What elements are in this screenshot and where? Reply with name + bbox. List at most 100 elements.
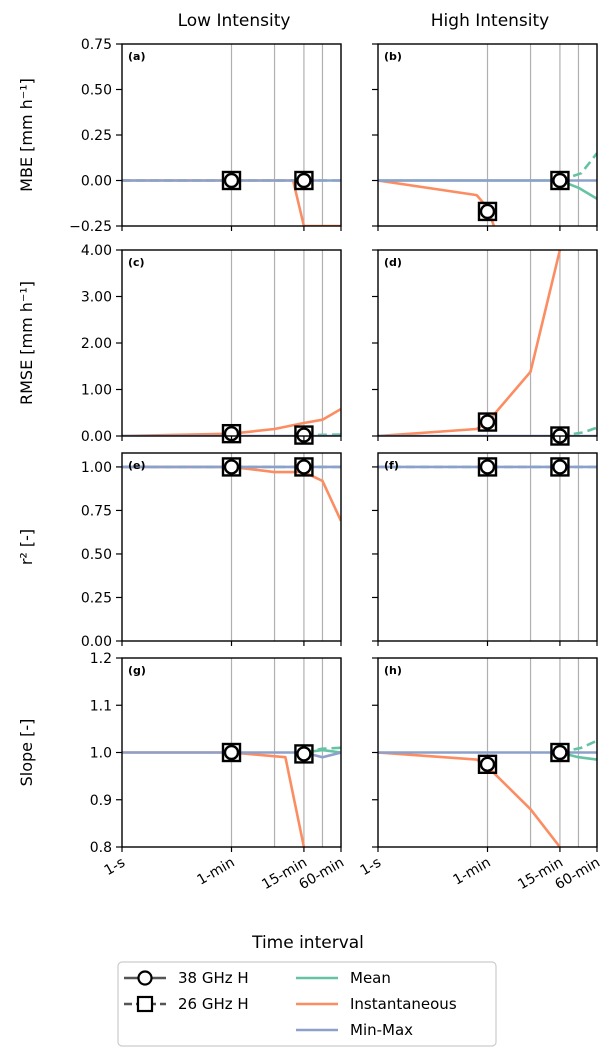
legend-label: 38 GHz H xyxy=(178,969,249,987)
marker-circle xyxy=(552,744,568,761)
panel-label: (c) xyxy=(128,256,145,269)
marker-circle xyxy=(296,459,312,475)
sensor-marker xyxy=(294,457,314,477)
panel-label: (g) xyxy=(128,664,146,677)
legend-entry: 26 GHz H xyxy=(124,995,249,1013)
marker-square xyxy=(550,742,570,763)
panel-b: (b) xyxy=(372,43,598,231)
marker-circle xyxy=(296,427,312,443)
marker-circle xyxy=(479,414,496,430)
legend-label: Mean xyxy=(350,969,391,987)
panel-label: (h) xyxy=(384,664,402,677)
panel-f: (f) xyxy=(372,452,598,646)
y-tick-label: 0.50 xyxy=(81,83,112,99)
series-instantaneous xyxy=(122,751,306,847)
marker-circle xyxy=(479,459,496,475)
legend-circle-marker xyxy=(137,970,153,986)
marker-circle xyxy=(552,172,568,189)
legend-square-marker xyxy=(136,995,154,1013)
marker-square xyxy=(294,170,314,191)
column-title-high: High Intensity xyxy=(431,11,549,31)
sensor-marker xyxy=(221,457,242,477)
panel-e: 0.00 0.25 0.50 0.75 1.00 (e) r² [-] xyxy=(17,452,342,650)
sensor-marker xyxy=(294,170,314,191)
x-axis-label: Time interval xyxy=(251,933,364,953)
y-axis-label: RMSE [mm h⁻¹] xyxy=(17,281,36,405)
y-tick-label: 0.8 xyxy=(90,840,112,856)
legend-label: Instantaneous xyxy=(350,995,457,1013)
legend-label: 26 GHz H xyxy=(178,995,249,1013)
sensor-marker xyxy=(294,425,314,445)
panel-label: (f) xyxy=(384,459,399,472)
marker-square xyxy=(221,423,242,444)
panel-g: 0.80.91.01.11.2(g)Slope [-]1-s 1-min 15-mi… xyxy=(17,651,347,893)
y-tick-label: 0.75 xyxy=(81,503,112,519)
y-tick-label: 0.00 xyxy=(81,634,112,650)
y-tick-label: 3.00 xyxy=(81,290,112,306)
y-tick-label: 0.75 xyxy=(81,37,112,53)
marker-square xyxy=(477,201,498,222)
sensor-marker xyxy=(221,170,242,191)
marker-circle xyxy=(223,459,240,475)
marker-square xyxy=(221,457,242,477)
panel-d: (d) xyxy=(372,249,598,446)
legend: 38 GHz H 26 GHz H Mean Instantaneous Min-Max xyxy=(117,961,497,1047)
legend-entry: Mean xyxy=(296,969,391,987)
marker-square xyxy=(550,457,570,477)
y-tick-label: 1.00 xyxy=(81,383,112,399)
x-tick-label: 1-s xyxy=(358,855,384,879)
marker-square xyxy=(294,425,314,445)
marker-circle xyxy=(296,746,312,762)
sensor-marker xyxy=(221,742,242,763)
y-tick-label: 1.2 xyxy=(90,651,112,667)
x-tick-label: 1-s xyxy=(102,855,128,879)
marker-circle xyxy=(552,459,568,475)
y-tick-label: 1.1 xyxy=(90,698,112,714)
marker-square xyxy=(477,412,498,432)
series-instantaneous xyxy=(378,179,496,226)
y-tick-label: 2.00 xyxy=(81,336,112,352)
sensor-marker xyxy=(477,201,498,222)
marker-square xyxy=(477,457,498,477)
x-tick-label: 1-min xyxy=(451,855,494,889)
panel-label: (d) xyxy=(384,256,402,269)
marker-circle xyxy=(479,203,496,220)
panel-label: (b) xyxy=(384,50,402,63)
y-tick-label: 0.50 xyxy=(81,547,112,563)
sensor-marker xyxy=(294,744,314,764)
sensor-marker xyxy=(550,457,570,477)
marker-circle xyxy=(223,744,240,761)
panel-a: −0.25 0.00 0.25 0.50 0.75 (a) MBE [mm h⁻¹] xyxy=(17,37,342,235)
marker-square xyxy=(221,742,242,763)
marker-square xyxy=(294,744,314,764)
series-instantaneous xyxy=(122,407,341,436)
sensor-marker xyxy=(550,170,570,191)
y-tick-label: 0.00 xyxy=(81,174,112,190)
panel-label: (a) xyxy=(128,50,145,63)
y-tick-label: 0.00 xyxy=(81,429,112,445)
y-tick-label: 0.25 xyxy=(81,590,112,606)
legend-entry: 38 GHz H xyxy=(124,969,249,987)
y-tick-label: 1.0 xyxy=(90,746,112,762)
series-instantaneous xyxy=(378,250,562,436)
y-tick-label: −0.25 xyxy=(69,219,112,235)
marker-square xyxy=(294,457,314,477)
y-tick-label: 1.00 xyxy=(81,460,112,476)
sensor-marker xyxy=(477,412,498,432)
y-tick-label: 4.00 xyxy=(81,243,112,259)
sensor-marker xyxy=(550,742,570,763)
series-instantaneous xyxy=(378,751,561,847)
marker-circle xyxy=(223,172,240,189)
marker-square xyxy=(550,170,570,191)
y-axis-label: Slope [-] xyxy=(17,719,36,787)
sensor-marker xyxy=(477,457,498,477)
panel-label: (e) xyxy=(128,459,146,472)
y-tick-label: 0.9 xyxy=(90,793,112,809)
sensor-marker xyxy=(221,423,242,444)
legend-entry: Instantaneous xyxy=(296,995,457,1013)
legend-label: Min-Max xyxy=(350,1021,413,1039)
y-axis-label: MBE [mm h⁻¹] xyxy=(17,78,36,192)
marker-circle xyxy=(296,172,312,189)
